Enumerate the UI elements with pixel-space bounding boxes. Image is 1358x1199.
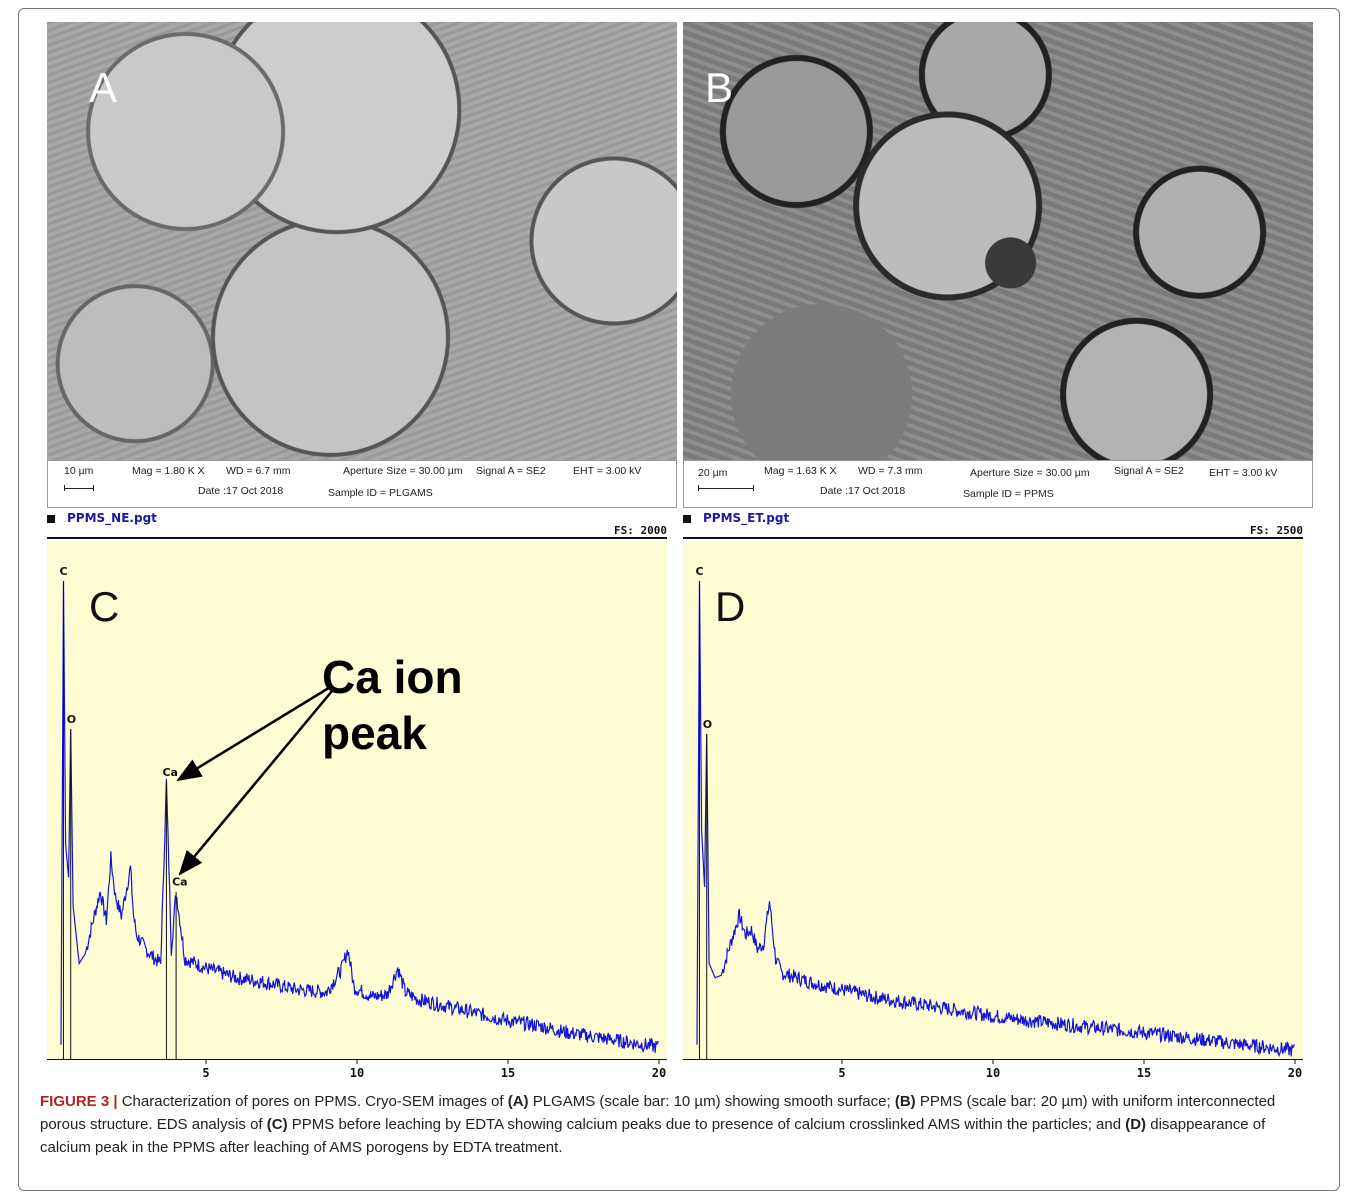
figure-label: FIGURE 3 |: [40, 1093, 118, 1110]
x-axis-ticks-c: 5 10 15 20: [202, 1060, 666, 1080]
caption-text: disappearance of calcium peak in the PPM…: [40, 1116, 1266, 1156]
working-distance: WD = 7.3 mm: [858, 465, 923, 477]
figure-frame: [18, 8, 1340, 1191]
peak-label: O: [67, 713, 76, 726]
header-rule: [47, 537, 667, 539]
panel-label-c: C: [89, 583, 120, 630]
annotation-arrow: [178, 690, 333, 876]
annotation-line-2: peak: [322, 707, 427, 759]
caption-text: PPMS (scale bar: 20 µm) with uniform int…: [40, 1093, 1276, 1133]
aperture-size: Aperture Size = 30.00 µm: [970, 467, 1090, 479]
x-axis-ticks-d: 5 10 15 20: [838, 1060, 1302, 1080]
magnification: Mag = 1.63 K X: [764, 465, 837, 477]
peak-label: C: [59, 565, 67, 578]
caption-ref-d: (D): [1125, 1116, 1147, 1133]
panel-label-a: A: [89, 64, 118, 111]
caption-ref-b: (B): [894, 1093, 916, 1110]
ca-ion-peak-annotation: Ca ion peak: [322, 649, 463, 761]
signal: Signal A = SE2: [476, 465, 546, 477]
magnification: Mag = 1.80 K X: [132, 465, 205, 477]
eds-header-c: PPMS_NE.pgt FS: 2000: [47, 511, 667, 539]
eds-header-d: PPMS_ET.pgt FS: 2500: [683, 511, 1303, 539]
sample-id: Sample ID = PPMS: [963, 488, 1054, 500]
full-scale: FS: 2000: [614, 524, 667, 537]
x-tick-label: 5: [202, 1066, 209, 1080]
spectrum-plot-c: C O Ca Ca: [59, 565, 659, 1059]
x-tick-label: 20: [652, 1066, 666, 1080]
caption-text: PPMS before leaching by EDTA showing cal…: [287, 1116, 1126, 1133]
caption-ref-a: (A): [507, 1093, 529, 1110]
file-marker-icon: [47, 515, 55, 523]
sem-image-a: A: [47, 22, 677, 460]
full-scale: FS: 2500: [1250, 524, 1303, 537]
signal: Signal A = SE2: [1114, 465, 1184, 477]
caption-text: PLGAMS (scale bar: 10 µm) showing smooth…: [528, 1093, 895, 1110]
x-tick-label: 20: [1288, 1066, 1302, 1080]
header-rule: [683, 537, 1303, 539]
caption-text: Characterization of pores on PPMS. Cryo-…: [117, 1093, 508, 1110]
caption-ref-c: (C): [266, 1116, 288, 1133]
scale-bar: [698, 485, 754, 491]
figure-caption: FIGURE 3 | Characterization of pores on …: [40, 1090, 1320, 1159]
eht: EHT = 3.00 kV: [573, 465, 642, 477]
panel-label-d: D: [715, 583, 746, 630]
panel-label-b: B: [705, 64, 734, 111]
sample-id: Sample ID = PLGAMS: [328, 487, 433, 499]
peak-label: C: [695, 565, 703, 578]
file-marker-icon: [683, 515, 691, 523]
scale-bar-label: 10 µm: [64, 465, 94, 477]
eds-spectrum-c: C O Ca Ca C Ca ion peak: [47, 541, 667, 1059]
working-distance: WD = 6.7 mm: [226, 465, 291, 477]
aperture-size: Aperture Size = 30.00 µm: [343, 465, 463, 477]
annotation-line-1: Ca ion: [322, 651, 463, 703]
eds-filename: PPMS_NE.pgt: [67, 511, 157, 525]
x-tick-label: 15: [501, 1066, 515, 1080]
x-axis-c: 5 10 15 20: [47, 1059, 667, 1080]
spectrum-line: [696, 580, 1295, 1058]
x-tick-label: 10: [986, 1066, 1000, 1080]
x-tick-label: 15: [1137, 1066, 1151, 1080]
sem-image-b: B: [683, 22, 1313, 460]
x-tick-label: 5: [838, 1066, 845, 1080]
sem-info-bar-a: 10 µm Mag = 1.80 K X WD = 6.7 mm Apertur…: [47, 460, 677, 508]
eds-filename: PPMS_ET.pgt: [703, 511, 790, 525]
peak-label: Ca: [162, 766, 178, 779]
acquisition-date: Date :17 Oct 2018: [198, 485, 284, 497]
sem-info-bar-b: 20 µm Mag = 1.63 K X WD = 7.3 mm Apertur…: [683, 460, 1313, 508]
peak-label: Ca: [172, 876, 188, 889]
annotation-arrow: [176, 684, 333, 782]
scale-bar-label: 20 µm: [698, 467, 728, 479]
scale-bar: [64, 485, 94, 491]
spectrum-line: [60, 580, 659, 1054]
x-axis-d: 5 10 15 20: [683, 1059, 1303, 1080]
peak-label: O: [703, 718, 712, 731]
acquisition-date: Date :17 Oct 2018: [820, 485, 906, 497]
x-tick-label: 10: [350, 1066, 364, 1080]
eht: EHT = 3.00 kV: [1209, 467, 1278, 479]
spectrum-plot-d: CO: [695, 565, 1295, 1059]
